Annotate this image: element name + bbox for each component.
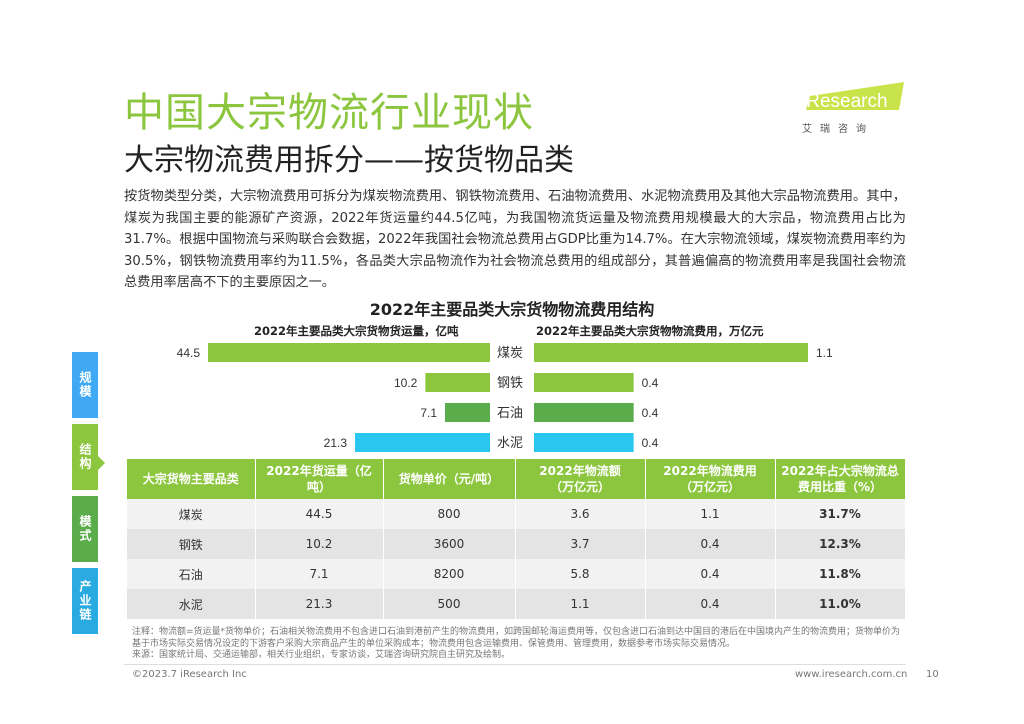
category-label-1: 钢铁 [497,376,523,391]
iresearch-logo-mark: iResearch [802,82,904,112]
logo-brand-text: iResearch [802,91,888,112]
bar-volume-1 [425,373,490,392]
table-cell: 3600 [383,529,516,559]
bar-volume-2 [445,403,490,422]
bar-volume-0 [208,343,490,362]
table-cell: 1.1 [645,499,776,529]
nav-item-industry-chain[interactable]: 产业链 [72,568,98,634]
table-header-cell: 2022年物流费用 （万亿元） [645,459,776,499]
logo-brand-cn: 艾瑞咨询 [802,124,874,135]
table-header-cell: 2022年占大宗物流总 费用比重（%） [775,459,906,499]
table-header-cell: 货物单价（元/吨） [383,459,516,499]
footnote-text: 注释：物流额=货运量*货物单价；石油相关物流费用不包含进口石油到港前产生的物流费… [132,627,901,649]
table-row: 煤炭 44.5 800 3.6 1.1 31.7% [127,499,906,529]
iresearch-logo: iResearch 艾瑞咨询 [800,80,910,140]
table-cell: 0.4 [645,559,776,589]
nav-item-scale[interactable]: 规模 [72,352,98,418]
bar-volume-3 [355,433,490,452]
nav-active-arrow-icon [97,455,105,471]
nav-item-mode[interactable]: 模式 [72,496,98,562]
table-cell: 1.1 [515,589,646,619]
table-cell: 500 [383,589,516,619]
table-header-cell: 2022年货运量（亿吨） [255,459,384,499]
category-label-0: 煤炭 [497,346,523,361]
page-title: 中国大宗物流行业现状 [124,90,534,136]
bar-cost-label-0: 1.1 [816,346,833,360]
nav-item-industry-chain-label: 产业链 [78,580,92,622]
table-cell: 石油 [127,559,256,589]
right-panel-title: 2022年主要品类大宗货物物流费用，万亿元 [536,324,764,338]
table-cell: 31.7% [775,499,906,529]
category-label-3: 水泥 [497,436,523,451]
data-table: 大宗货物主要品类 2022年货运量（亿吨） 货物单价（元/吨） 2022年物流额… [127,459,906,619]
left-panel-title: 2022年主要品类大宗货物货运量，亿吨 [254,324,459,338]
bar-cost-1 [534,373,634,392]
table-cell: 0.4 [645,529,776,559]
nav-item-structure[interactable]: 结构 [72,424,98,490]
table-cell: 煤炭 [127,499,256,529]
table-header-cell: 大宗货物主要品类 [127,459,256,499]
table-cell: 44.5 [255,499,384,529]
bar-volume-label-1: 10.2 [394,376,418,390]
table-header-row: 大宗货物主要品类 2022年货运量（亿吨） 货物单价（元/吨） 2022年物流额… [127,459,906,499]
page-subtitle: 大宗物流费用拆分——按货物品类 [124,143,574,178]
table-cell: 12.3% [775,529,906,559]
table-cell: 8200 [383,559,516,589]
bar-cost-label-2: 0.4 [642,406,659,420]
table-cell: 0.4 [645,589,776,619]
table-cell: 3.7 [515,529,646,559]
table-row: 钢铁 10.2 3600 3.7 0.4 12.3% [127,529,906,559]
bar-cost-2 [534,403,634,422]
table-cell: 钢铁 [127,529,256,559]
bar-cost-3 [534,433,634,452]
footnote: 注释：物流额=货运量*货物单价；石油相关物流费用不包含进口石油到港前产生的物流费… [132,627,902,662]
nav-item-scale-label: 规模 [78,371,92,399]
table-cell: 10.2 [255,529,384,559]
category-label-2: 石油 [497,406,523,421]
chart-title: 2022年主要品类大宗货物物流费用结构 [369,300,655,319]
footer-copyright: ©2023.7 iResearch Inc [132,669,247,680]
table-cell: 21.3 [255,589,384,619]
bar-cost-label-1: 0.4 [642,376,659,390]
table-cell: 3.6 [515,499,646,529]
table-row: 石油 7.1 8200 5.8 0.4 11.8% [127,559,906,589]
intro-paragraph: 按货物类型分类，大宗物流费用可拆分为煤炭物流费用、钢铁物流费用、石油物流费用、水… [124,189,906,290]
bar-volume-label-3: 21.3 [324,436,348,450]
source-text: 来源：国家统计局、交通运输部，相关行业组织，专家访谈，艾瑞咨询研究院自主研究及绘… [132,650,511,660]
table-cell: 800 [383,499,516,529]
table-cell: 11.0% [775,589,906,619]
bar-cost-label-3: 0.4 [642,436,659,450]
bar-cost-0 [534,343,808,362]
table-cell: 11.8% [775,559,906,589]
table-cell: 5.8 [515,559,646,589]
bar-volume-label-2: 7.1 [420,406,437,420]
nav-item-structure-label: 结构 [78,443,92,471]
table-cell: 7.1 [255,559,384,589]
table-row: 水泥 21.3 500 1.1 0.4 11.0% [127,589,906,619]
nav-item-mode-label: 模式 [78,515,92,543]
page-number: 10 [926,669,939,680]
footer-divider [124,664,906,665]
table-header-cell: 2022年物流额 （万亿元） [515,459,646,499]
table-cell: 水泥 [127,589,256,619]
footer-url[interactable]: www.iresearch.com.cn [795,669,908,680]
bar-volume-label-0: 44.5 [177,346,201,360]
